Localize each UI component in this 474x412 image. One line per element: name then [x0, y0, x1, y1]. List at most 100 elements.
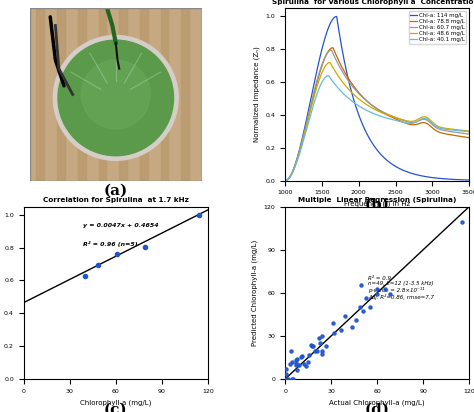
Chl-a: 114 mg/L: (1e+03, 0): 114 mg/L: (1e+03, 0): [283, 178, 288, 183]
Point: [357, 281, 365, 288]
Point: [289, 375, 297, 382]
Line: Chl-a: 60.7 mg/L: Chl-a: 60.7 mg/L: [285, 50, 469, 181]
Chl-a: 114 mg/L: (2.48e+03, 0.093): 114 mg/L: (2.48e+03, 0.093): [391, 163, 397, 168]
Bar: [109, 8, 117, 181]
Chl-a: 78.8 mg/L: (3.5e+03, 0.262): 78.8 mg/L: (3.5e+03, 0.262): [466, 135, 472, 140]
X-axis label: Frequency (f) in Hz: Frequency (f) in Hz: [344, 201, 410, 208]
Chl-a: 78.8 mg/L: (2.14e+03, 0.475): 78.8 mg/L: (2.14e+03, 0.475): [366, 100, 372, 105]
Chl-a: 40.1 mg/L: (1.44e+03, 0.54): 40.1 mg/L: (1.44e+03, 0.54): [315, 89, 320, 94]
Point: [329, 319, 337, 326]
Text: R² = 0.9
n=49, k=12 (1-3.5 kHz)
p-value = 2.8×10⁻¹¹
Adj. R²=0.86, rmse=7.7: R² = 0.9 n=49, k=12 (1-3.5 kHz) p-value …: [368, 276, 434, 300]
Chl-a: 48.6 mg/L: (1.65e+03, 0.69): 48.6 mg/L: (1.65e+03, 0.69): [330, 65, 336, 70]
Bar: [57, 8, 65, 181]
Line: Chl-a: 40.1 mg/L: Chl-a: 40.1 mg/L: [285, 75, 469, 181]
Chl-a: 60.7 mg/L: (2.14e+03, 0.475): 60.7 mg/L: (2.14e+03, 0.475): [366, 100, 372, 105]
Point: [341, 312, 348, 319]
Bar: [150, 8, 158, 181]
Chl-a: 40.1 mg/L: (2.14e+03, 0.422): 40.1 mg/L: (2.14e+03, 0.422): [366, 109, 372, 114]
Chl-a: 60.7 mg/L: (2.67e+03, 0.357): 60.7 mg/L: (2.67e+03, 0.357): [406, 119, 411, 124]
Point: [292, 362, 300, 369]
Bar: [78, 8, 86, 181]
Chl-a: 114 mg/L: (1.7e+03, 1): 114 mg/L: (1.7e+03, 1): [334, 14, 339, 19]
Point: [141, 243, 148, 250]
Title: Spirulina  for Various Chlorophyll a  Concentrations: Spirulina for Various Chlorophyll a Conc…: [272, 0, 474, 5]
Point: [309, 342, 317, 349]
Point: [319, 351, 326, 357]
Circle shape: [58, 40, 173, 156]
Chl-a: 60.7 mg/L: (2.89e+03, 0.374): 60.7 mg/L: (2.89e+03, 0.374): [421, 117, 427, 122]
Point: [316, 340, 324, 346]
Point: [292, 359, 300, 366]
Point: [287, 348, 294, 354]
Bar: [129, 8, 137, 181]
Chl-a: 48.6 mg/L: (2.14e+03, 0.455): 48.6 mg/L: (2.14e+03, 0.455): [366, 103, 372, 108]
Bar: [0, 8, 3, 181]
Chl-a: 114 mg/L: (3.5e+03, 0.00409): 114 mg/L: (3.5e+03, 0.00409): [466, 178, 472, 183]
Point: [308, 342, 315, 348]
Point: [302, 363, 310, 370]
Point: [288, 376, 296, 382]
Point: [374, 286, 381, 292]
Text: (c): (c): [104, 403, 128, 412]
Chl-a: 60.7 mg/L: (2.48e+03, 0.389): 60.7 mg/L: (2.48e+03, 0.389): [391, 114, 397, 119]
Point: [289, 358, 296, 365]
Point: [304, 359, 311, 366]
Point: [311, 348, 319, 354]
Chl-a: 60.7 mg/L: (1.63e+03, 0.795): 60.7 mg/L: (1.63e+03, 0.795): [328, 48, 334, 53]
Point: [294, 356, 301, 362]
Point: [359, 307, 367, 314]
Point: [330, 330, 338, 336]
Chl-a: 114 mg/L: (1.44e+03, 0.693): 114 mg/L: (1.44e+03, 0.693): [315, 64, 320, 69]
Point: [308, 343, 316, 350]
Chl-a: 40.1 mg/L: (2.48e+03, 0.37): 40.1 mg/L: (2.48e+03, 0.37): [391, 117, 397, 122]
Chl-a: 40.1 mg/L: (2.89e+03, 0.38): 40.1 mg/L: (2.89e+03, 0.38): [421, 116, 427, 121]
Point: [366, 303, 374, 310]
Chl-a: 114 mg/L: (2.14e+03, 0.265): 114 mg/L: (2.14e+03, 0.265): [366, 135, 372, 140]
Text: y = 0.0047x + 0.4654: y = 0.0047x + 0.4654: [82, 223, 158, 228]
Point: [300, 360, 308, 367]
Bar: [191, 8, 200, 181]
Chl-a: 40.1 mg/L: (3.5e+03, 0.298): 40.1 mg/L: (3.5e+03, 0.298): [466, 129, 472, 134]
Chl-a: 48.6 mg/L: (3.5e+03, 0.302): 48.6 mg/L: (3.5e+03, 0.302): [466, 129, 472, 133]
Point: [283, 370, 290, 377]
Text: R² = 0.96 (n=5): R² = 0.96 (n=5): [82, 241, 137, 247]
Bar: [16, 8, 24, 181]
Point: [318, 348, 326, 354]
Y-axis label: Predicted Chlorophyll-a (mg/L): Predicted Chlorophyll-a (mg/L): [252, 240, 258, 346]
Point: [94, 262, 102, 268]
Point: [297, 353, 305, 360]
Bar: [47, 8, 55, 181]
Bar: [119, 8, 127, 181]
Point: [373, 291, 381, 297]
Y-axis label: Normalized Impedance (Zₙ): Normalized Impedance (Zₙ): [254, 47, 260, 143]
Point: [322, 343, 330, 349]
Point: [313, 348, 320, 354]
Chl-a: 40.1 mg/L: (1.65e+03, 0.604): 40.1 mg/L: (1.65e+03, 0.604): [330, 79, 336, 84]
Bar: [181, 8, 189, 181]
Bar: [26, 8, 34, 181]
Chl-a: 78.8 mg/L: (2.67e+03, 0.345): 78.8 mg/L: (2.67e+03, 0.345): [406, 122, 411, 126]
Point: [284, 376, 292, 382]
Point: [337, 326, 344, 333]
Point: [458, 219, 465, 225]
Chl-a: 114 mg/L: (1.64e+03, 0.981): 114 mg/L: (1.64e+03, 0.981): [329, 17, 335, 22]
Point: [298, 352, 306, 359]
Line: Chl-a: 48.6 mg/L: Chl-a: 48.6 mg/L: [285, 63, 469, 181]
Chl-a: 78.8 mg/L: (2.48e+03, 0.381): 78.8 mg/L: (2.48e+03, 0.381): [391, 116, 397, 121]
Text: (d): (d): [365, 403, 390, 412]
Point: [282, 376, 290, 382]
Chl-a: 78.8 mg/L: (1.64e+03, 0.81): 78.8 mg/L: (1.64e+03, 0.81): [329, 45, 335, 50]
Circle shape: [54, 36, 178, 160]
Bar: [88, 8, 96, 181]
X-axis label: Chlorophyll-a (mg/L): Chlorophyll-a (mg/L): [80, 399, 152, 406]
Point: [113, 250, 120, 257]
Chl-a: 40.1 mg/L: (2.67e+03, 0.35): 40.1 mg/L: (2.67e+03, 0.35): [406, 121, 411, 126]
Chl-a: 60.7 mg/L: (1.44e+03, 0.626): 60.7 mg/L: (1.44e+03, 0.626): [315, 75, 320, 80]
Point: [293, 367, 301, 373]
Point: [292, 357, 300, 364]
Bar: [36, 8, 44, 181]
Point: [305, 352, 313, 358]
X-axis label: Actual Chlorophyll-a (mg/L): Actual Chlorophyll-a (mg/L): [329, 399, 425, 406]
Chl-a: 40.1 mg/L: (1.59e+03, 0.64): 40.1 mg/L: (1.59e+03, 0.64): [326, 73, 331, 78]
Point: [319, 333, 326, 339]
